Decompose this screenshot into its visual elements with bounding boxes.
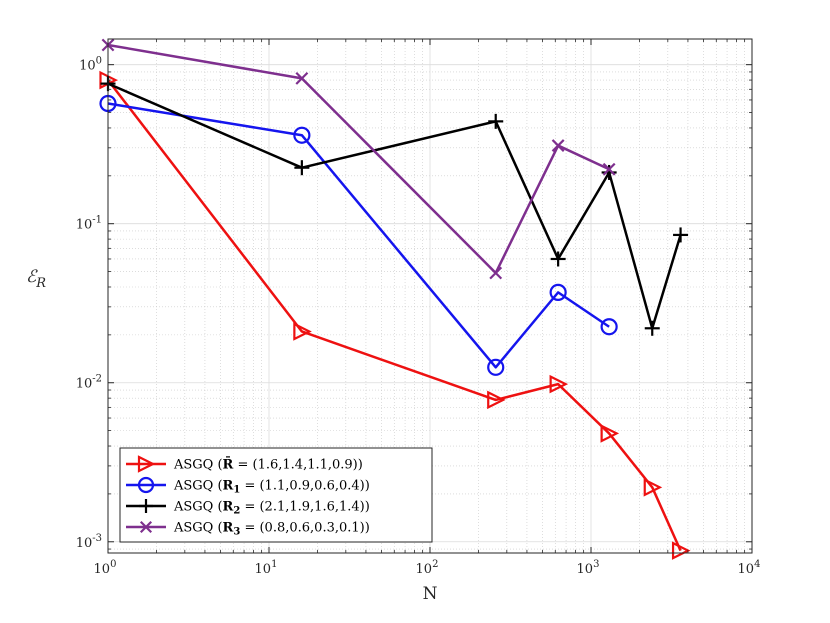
y-tick-label: 10-1 (76, 215, 102, 233)
legend-item: ASGQ (R1 = (1.1,0.9,0.6,0.4)) (126, 476, 370, 496)
x-marker-b (602, 162, 616, 176)
series-1-line (107, 79, 682, 552)
plus-marker (488, 113, 504, 129)
triangle-marker (643, 478, 663, 497)
triangle-marker (671, 541, 691, 560)
circle-marker (600, 318, 618, 336)
legend-item: ASGQ (R3 = (0.8,0.6,0.3,0.1)) (126, 521, 370, 538)
plus-marker (294, 160, 310, 176)
x-marker-b (551, 139, 565, 152)
triangle-marker (549, 374, 569, 394)
x-tick-label: 101 (255, 559, 278, 577)
triangle-marker (137, 455, 156, 473)
x-marker (139, 520, 153, 534)
x-marker-b (295, 71, 309, 85)
y-axis-label-symbol: ℰ (26, 267, 38, 287)
y-axis-label-subscript: R (35, 276, 46, 291)
circle-marker (487, 358, 505, 376)
plus-marker (644, 320, 660, 336)
y-axis-label: ℰR (26, 267, 46, 291)
axis-ticks (107, 39, 753, 553)
legend-label: ASGQ (R̄ = (1.6,1.4,1.1,0.9)) (173, 455, 363, 472)
y-tick-label: 100 (79, 56, 102, 74)
legend-label: ASGQ (R2 = (2.1,1.9,1.6,1.4)) (173, 500, 370, 517)
plus-marker (601, 164, 617, 180)
legend-item: ASGQ (R̄ = (1.6,1.4,1.1,0.9)) (126, 455, 363, 473)
x-tick-label: 104 (738, 559, 761, 577)
plus-marker (673, 227, 689, 243)
triangle-marker (293, 322, 312, 341)
triangle-marker (600, 424, 620, 443)
series-layer (99, 38, 691, 560)
x-marker (602, 162, 616, 176)
y-tick-label: 10-3 (76, 533, 102, 551)
x-marker-b (139, 520, 153, 534)
legend-label: ASGQ (R1 = (1.1,0.9,0.6,0.4)) (173, 479, 370, 496)
circle-marker (549, 283, 567, 301)
x-tick-labels: 100 101 102 103 104 (94, 559, 761, 577)
x-tick-label: 102 (416, 559, 439, 577)
plus-marker (139, 499, 153, 513)
y-tick-label: 10-2 (76, 374, 102, 392)
series-4 (101, 38, 616, 280)
legend-label: ASGQ (R3 = (0.8,0.6,0.3,0.1)) (173, 521, 370, 538)
x-axis-label: N (423, 584, 438, 604)
legend-item: ASGQ (R2 = (2.1,1.9,1.6,1.4)) (126, 499, 370, 517)
x-marker (551, 139, 565, 152)
series-2-line (107, 102, 610, 369)
circle-marker (137, 476, 155, 494)
y-tick-labels: 10-3 10-2 10-1 100 (76, 56, 102, 551)
x-marker (489, 266, 503, 280)
x-tick-label: 100 (94, 559, 117, 577)
plus-marker (550, 251, 566, 267)
legend-box (119, 447, 433, 543)
x-marker-b (489, 266, 503, 280)
circle-marker (293, 126, 311, 144)
legend: ASGQ (R̄ = (1.6,1.4,1.1,0.9)) ASGQ (R1 = … (119, 447, 433, 543)
x-marker (295, 71, 309, 85)
triangle-marker (487, 390, 506, 410)
x-tick-label: 103 (577, 559, 600, 577)
